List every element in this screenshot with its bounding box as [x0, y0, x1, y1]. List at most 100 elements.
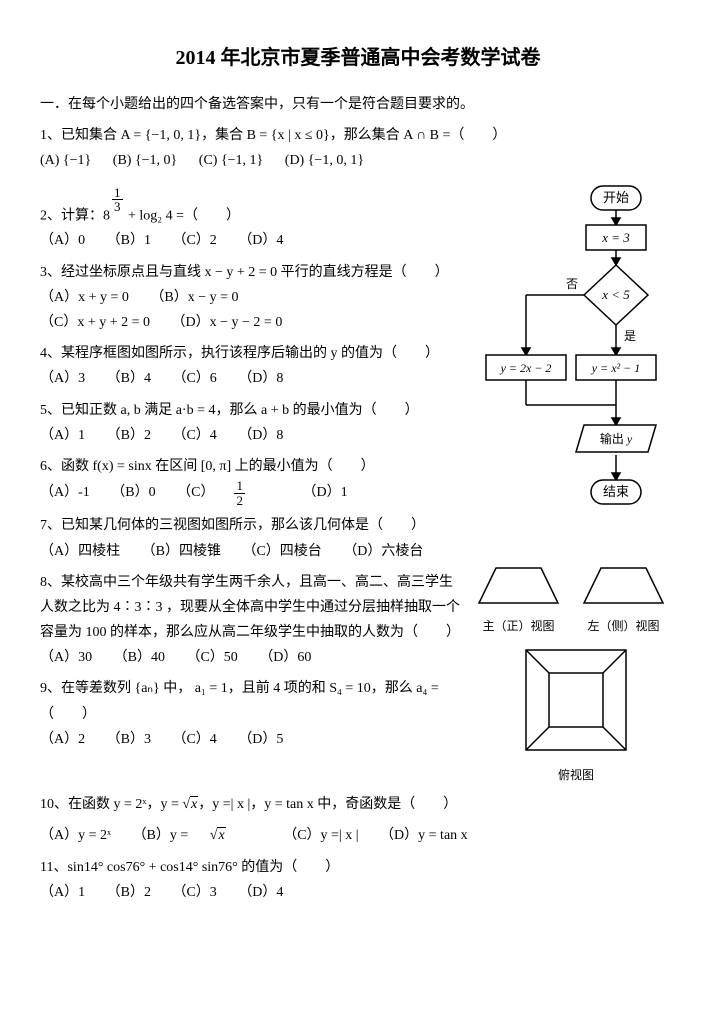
- q2-stem: 2、计算：813 + log₂ 4 =（ ）: [40, 186, 466, 229]
- q3-stem: 3、经过坐标原点且与直线 x − y + 2 = 0 平行的直线方程是（ ）: [40, 260, 466, 285]
- flow-cond: x < 5: [601, 287, 630, 302]
- flow-output: 输出 y: [600, 431, 633, 446]
- q4-opt-a: （A）3: [40, 371, 85, 386]
- q6-opt-a: （A）-1: [40, 485, 90, 500]
- q11-options: （A）1 （B）2 （C）3 （D）4: [40, 880, 676, 905]
- section-heading: 一．在每个小题给出的四个备选答案中，只有一个是符合题目要求的。: [40, 92, 676, 117]
- q2-opt-a: （A）0: [40, 233, 85, 248]
- q11-opt-c: （C）3: [172, 885, 216, 900]
- flow-right: y = x² − 1: [591, 361, 640, 375]
- q10-opt-b: （B）y = x: [133, 828, 262, 843]
- q1-options: (A) {−1} (B) {−1, 0} (C) {−1, 1} (D) {−1…: [40, 148, 676, 173]
- q6-stem: 6、函数 f(x) = sinx 在区间 [0, π] 上的最小值为（ ）: [40, 454, 466, 479]
- q1-opt-d: (D) {−1, 0, 1}: [285, 153, 364, 168]
- question-5: 5、已知正数 a, b 满足 a·b = 4，那么 a + b 的最小值为（ ）…: [40, 398, 466, 448]
- q8-opt-b: （B）40: [114, 650, 165, 665]
- top-view-label: 俯视图: [476, 765, 676, 787]
- question-9: 9、在等差数列 {aₙ} 中， a₁ = 1，且前 4 项的和 S₄ = 10，…: [40, 676, 466, 752]
- q9-opt-c: （C）4: [172, 732, 216, 747]
- question-4: 4、某程序框图如图所示，执行该程序后输出的 y 的值为（ ） （A）3 （B）4…: [40, 341, 466, 391]
- q6-opt-c: （C）12: [177, 485, 281, 500]
- q5-opt-a: （A）1: [40, 428, 85, 443]
- q7-opt-b: （B）四棱锥: [142, 544, 221, 559]
- q7-opt-a: （A）四棱柱: [40, 544, 120, 559]
- q11-stem: 11、sin14° cos76° + cos14° sin76° 的值为（ ）: [40, 855, 676, 880]
- q10-stem: 10、在函数 y = 2ˣ，y = x，y =| x |，y = tan x 中…: [40, 792, 676, 817]
- q5-opt-d: （D）8: [238, 428, 283, 443]
- question-8: 8、某校高中三个年级共有学生两千余人，且高一、高二、高三学生人数之比为 4∶3∶…: [40, 570, 466, 671]
- q2-opt-b: （B）1: [107, 233, 151, 248]
- side-view-label: 左（侧）视图: [581, 616, 666, 638]
- q3-opt-d: （D）x − y − 2 = 0: [172, 315, 283, 330]
- q4-opt-d: （D）8: [238, 371, 283, 386]
- top-view: 俯视图: [476, 645, 676, 786]
- q7-opt-c: （C）四棱台: [242, 544, 321, 559]
- q7-opt-d: （D）六棱台: [343, 544, 423, 559]
- question-10: 10、在函数 y = 2ˣ，y = x，y =| x |，y = tan x 中…: [40, 792, 676, 848]
- front-view: 主（正）视图: [476, 563, 561, 637]
- q10-opt-d: （D）y = tan x: [380, 828, 468, 843]
- flowchart-svg: 开始 x = 3 x < 5 是 否 y = 2x − 2 y = x² − 1…: [476, 180, 676, 550]
- q1-opt-c: (C) {−1, 1}: [199, 153, 264, 168]
- q5-opt-c: （C）4: [172, 428, 216, 443]
- q11-opt-d: （D）4: [238, 885, 283, 900]
- flow-left: y = 2x − 2: [500, 361, 552, 375]
- q9-options: （A）2 （B）3 （C）4 （D）5: [40, 727, 466, 752]
- flow-yes: 是: [624, 329, 636, 343]
- flow-end: 结束: [603, 484, 629, 499]
- question-6: 6、函数 f(x) = sinx 在区间 [0, π] 上的最小值为（ ） （A…: [40, 454, 466, 507]
- front-view-label: 主（正）视图: [476, 616, 561, 638]
- q9-opt-a: （A）2: [40, 732, 85, 747]
- q8-opt-d: （D）60: [259, 650, 311, 665]
- q3-opt-b: （B）x − y = 0: [150, 290, 238, 305]
- q3-options: （A）x + y = 0 （B）x − y = 0 （C）x + y + 2 =…: [40, 285, 466, 335]
- flowchart-diagram: 开始 x = 3 x < 5 是 否 y = 2x − 2 y = x² − 1…: [476, 180, 676, 558]
- q2-opt-d: （D）4: [238, 233, 283, 248]
- question-3: 3、经过坐标原点且与直线 x − y + 2 = 0 平行的直线方程是（ ） （…: [40, 260, 466, 336]
- three-views: 主（正）视图 左（侧）视图: [476, 563, 676, 637]
- page-title: 2014 年北京市夏季普通高中会考数学试卷: [40, 40, 676, 76]
- q9-stem: 9、在等差数列 {aₙ} 中， a₁ = 1，且前 4 项的和 S₄ = 10，…: [40, 676, 466, 726]
- q4-opt-c: （C）6: [172, 371, 216, 386]
- q3-opt-a: （A）x + y = 0: [40, 290, 129, 305]
- flow-no: 否: [566, 277, 578, 291]
- question-2: 2、计算：813 + log₂ 4 =（ ） （A）0 （B）1 （C）2 （D…: [40, 186, 466, 254]
- q8-opt-a: （A）30: [40, 650, 92, 665]
- q1-opt-b: (B) {−1, 0}: [113, 153, 178, 168]
- q10-options: （A）y = 2ˣ （B）y = x （C）y =| x | （D）y = ta…: [40, 823, 676, 848]
- flow-assign: x = 3: [601, 230, 630, 245]
- q7-options: （A）四棱柱 （B）四棱锥 （C）四棱台 （D）六棱台: [40, 539, 466, 564]
- q6-options: （A）-1 （B）0 （C）12 （D）1: [40, 479, 466, 507]
- question-7: 7、已知某几何体的三视图如图所示，那么该几何体是（ ） （A）四棱柱 （B）四棱…: [40, 513, 466, 563]
- q3-opt-c: （C）x + y + 2 = 0: [40, 315, 150, 330]
- side-view: 左（侧）视图: [581, 563, 666, 637]
- q2-options: （A）0 （B）1 （C）2 （D）4: [40, 228, 466, 253]
- trapezoid-icon: [581, 563, 666, 608]
- q8-opt-c: （C）50: [186, 650, 237, 665]
- q5-stem: 5、已知正数 a, b 满足 a·b = 4，那么 a + b 的最小值为（ ）: [40, 398, 466, 423]
- q11-opt-a: （A）1: [40, 885, 85, 900]
- q1-opt-a: (A) {−1}: [40, 153, 91, 168]
- q4-options: （A）3 （B）4 （C）6 （D）8: [40, 366, 466, 391]
- q5-opt-b: （B）2: [107, 428, 151, 443]
- q6-opt-b: （B）0: [111, 485, 155, 500]
- q8-stem: 8、某校高中三个年级共有学生两千余人，且高一、高二、高三学生人数之比为 4∶3∶…: [40, 570, 466, 646]
- q4-stem: 4、某程序框图如图所示，执行该程序后输出的 y 的值为（ ）: [40, 341, 466, 366]
- q11-opt-b: （B）2: [107, 885, 151, 900]
- question-11: 11、sin14° cos76° + cos14° sin76° 的值为（ ） …: [40, 855, 676, 905]
- q1-stem: 1、已知集合 A = {−1, 0, 1}，集合 B = {x | x ≤ 0}…: [40, 123, 676, 148]
- question-1: 1、已知集合 A = {−1, 0, 1}，集合 B = {x | x ≤ 0}…: [40, 123, 676, 173]
- q2-opt-c: （C）2: [172, 233, 216, 248]
- flow-start: 开始: [603, 190, 629, 205]
- q10-opt-a: （A）y = 2ˣ: [40, 828, 111, 843]
- q5-options: （A）1 （B）2 （C）4 （D）8: [40, 423, 466, 448]
- q6-opt-d: （D）1: [302, 485, 347, 500]
- q10-opt-c: （C）y =| x |: [283, 828, 358, 843]
- q9-opt-b: （B）3: [107, 732, 151, 747]
- nested-square-icon: [521, 645, 631, 755]
- q7-stem: 7、已知某几何体的三视图如图所示，那么该几何体是（ ）: [40, 513, 466, 538]
- q4-opt-b: （B）4: [107, 371, 151, 386]
- trapezoid-icon: [476, 563, 561, 608]
- q9-opt-d: （D）5: [238, 732, 283, 747]
- q8-options: （A）30 （B）40 （C）50 （D）60: [40, 645, 466, 670]
